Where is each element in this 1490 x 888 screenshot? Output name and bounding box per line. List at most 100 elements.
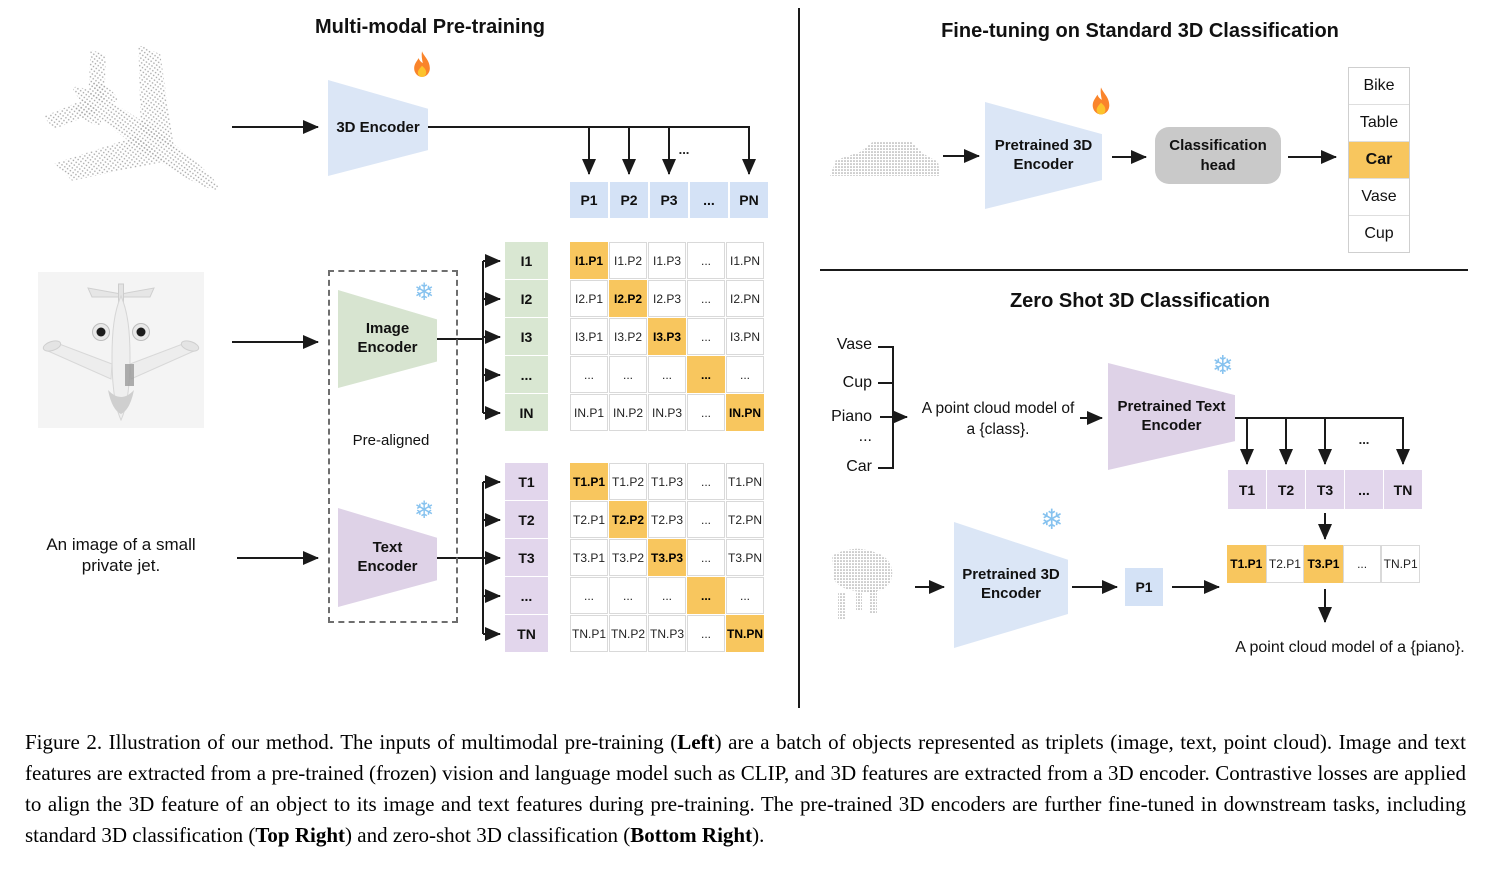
i-feature-cell: I1 bbox=[505, 242, 548, 279]
matrix-cell: IN.P2 bbox=[609, 394, 647, 431]
zero-shot-class-word: ... bbox=[858, 428, 872, 445]
matrix-cell: I3.P2 bbox=[609, 318, 647, 355]
t-feature-cell: T2 bbox=[505, 501, 548, 538]
matrix-cell: ... bbox=[648, 577, 686, 614]
figure-caption: Figure 2. Illustration of our method. Th… bbox=[25, 727, 1466, 851]
matrix-cell: ... bbox=[687, 318, 725, 355]
class-prediction-list: Bike Table Car Vase Cup bbox=[1348, 67, 1410, 253]
similarity-score-row: T1.P1 T2.P1 T3.P1... TN.P1 bbox=[1227, 545, 1420, 583]
i-feature-cell: IN bbox=[505, 394, 548, 431]
classification-head-label: Classification head bbox=[1169, 137, 1267, 174]
matrix-cell: T2.P3 bbox=[648, 501, 686, 538]
matrix-cell: ... bbox=[687, 577, 725, 614]
t-cell: T2 bbox=[1267, 470, 1305, 509]
matrix-cell: ... bbox=[609, 356, 647, 393]
p-cell: P3 bbox=[650, 182, 688, 218]
matrix-cell: T2.P1 bbox=[570, 501, 608, 538]
caption-text: ) are a batch of objects represented as … bbox=[25, 730, 1466, 847]
i-feature-cell: I3 bbox=[505, 318, 548, 355]
matrix-cell: I1.P1 bbox=[570, 242, 608, 279]
matrix-cell: ... bbox=[687, 615, 725, 652]
t-feature-cell: T3 bbox=[505, 539, 548, 576]
matrix-cell: ... bbox=[687, 242, 725, 279]
matrix-cell: TN.P1 bbox=[570, 615, 608, 652]
t-cell: T1 bbox=[1228, 470, 1266, 509]
list-cell: Table bbox=[1349, 105, 1409, 142]
matrix-cell: IN.P1 bbox=[570, 394, 608, 431]
t-cell: ... bbox=[1345, 470, 1383, 509]
matrix-cell: T3.P3 bbox=[648, 539, 686, 576]
zero-shot-class-word: Piano bbox=[831, 408, 872, 425]
matrix-cell: I2.P2 bbox=[609, 280, 647, 317]
fine-tuning-title: Fine-tuning on Standard 3D Classificatio… bbox=[941, 20, 1339, 42]
matrix-cell: ... bbox=[687, 539, 725, 576]
matrix-cell: ... bbox=[687, 280, 725, 317]
classification-head-box: Classification head bbox=[1155, 127, 1281, 184]
matrix-cell: TN.P2 bbox=[609, 615, 647, 652]
matrix-cell: T3.P1 bbox=[570, 539, 608, 576]
pre-aligned-label: Pre-aligned bbox=[352, 432, 430, 449]
text-encoder-label: Text Encoder bbox=[357, 538, 418, 575]
caption-text: ). bbox=[752, 823, 765, 847]
matrix-cell: TN.P3 bbox=[648, 615, 686, 652]
zs-pretrained-3d-encoder-label: Pretrained 3D Encoder bbox=[962, 566, 1060, 602]
matrix-cell: ... bbox=[648, 356, 686, 393]
zero-shot-title: Zero Shot 3D Classification bbox=[1009, 290, 1271, 312]
matrix-cell: ... bbox=[687, 394, 725, 431]
matrix-cell: ... bbox=[1342, 545, 1382, 583]
list-cell: Vase bbox=[1349, 179, 1409, 216]
image-text-prompt: An image of a small private jet. bbox=[46, 535, 196, 575]
t-feature-cell: ... bbox=[505, 577, 548, 614]
left-section-title: Multi-modal Pre-training bbox=[315, 16, 545, 38]
caption-bold-text: Bottom Right bbox=[630, 823, 753, 847]
image-feature-column: I1 I2 I3... IN bbox=[505, 242, 548, 431]
list-cell: Bike bbox=[1349, 68, 1409, 105]
matrix-cell: T3.PN bbox=[726, 539, 764, 576]
pretrained-3d-encoder-label: Pretrained 3D Encoder bbox=[994, 136, 1093, 173]
list-cell: Car bbox=[1349, 142, 1409, 179]
t-cell: TN bbox=[1384, 470, 1422, 509]
car-point-cloud bbox=[830, 141, 940, 176]
matrix-cell: TN.PN bbox=[726, 615, 764, 652]
matrix-cell: I3.P1 bbox=[570, 318, 608, 355]
matrix-cell: I1.PN bbox=[726, 242, 764, 279]
matrix-cell: ... bbox=[726, 577, 764, 614]
zero-shot-class-word: Vase bbox=[836, 336, 872, 353]
piano-point-cloud bbox=[832, 548, 893, 619]
flame-icon bbox=[1092, 87, 1110, 115]
text-feature-row: T1 T2 T3... TN bbox=[1228, 470, 1422, 509]
t-cell: T3 bbox=[1306, 470, 1344, 509]
image-point-similarity-matrix: I1.P1 I1.P2 I1.P3... I1.PN I2.P1 I2.P2 I2.P3..… bbox=[570, 242, 764, 431]
p1-feature-cell: P1 bbox=[1125, 568, 1163, 606]
caption-text: ) and zero-shot 3D classification ( bbox=[345, 823, 631, 847]
matrix-cell: T1.P2 bbox=[609, 463, 647, 500]
matrix-cell: ... bbox=[570, 356, 608, 393]
matrix-cell: ... bbox=[687, 501, 725, 538]
zero-shot-class-word: Cup bbox=[842, 374, 872, 391]
matrix-cell: T3.P1 bbox=[1304, 545, 1343, 583]
p-cell: ... bbox=[690, 182, 728, 218]
matrix-cell: T3.P2 bbox=[609, 539, 647, 576]
matrix-cell: T2.P2 bbox=[609, 501, 647, 538]
matrix-cell: T1.P1 bbox=[1227, 545, 1266, 583]
airplane-point-cloud bbox=[43, 46, 219, 190]
zero-shot-class-words: Vase Cup Piano... Car bbox=[806, 336, 872, 486]
caption-bold-text: Left bbox=[677, 730, 715, 754]
p-feature-row: P1 P2 P3... PN bbox=[570, 182, 768, 218]
matrix-cell: I1.P2 bbox=[609, 242, 647, 279]
class-prompt-text: A point cloud model of a {class}. bbox=[921, 400, 1075, 438]
matrix-cell: ... bbox=[570, 577, 608, 614]
matrix-cell: IN.PN bbox=[726, 394, 764, 431]
pre-aligned-box bbox=[328, 270, 458, 623]
caption-text: Figure 2. Illustration of our method. Th… bbox=[25, 730, 678, 754]
snowflake-icon: ❄ bbox=[414, 496, 435, 524]
matrix-cell: T1.PN bbox=[726, 463, 764, 500]
matrix-cell: I3.P3 bbox=[648, 318, 686, 355]
t-feature-cell: T1 bbox=[505, 463, 548, 500]
text-point-similarity-matrix: T1.P1 T1.P2 T1.P3... T1.PN T2.P1 T2.P2 T2.P3..… bbox=[570, 463, 764, 652]
matrix-cell: I2.PN bbox=[726, 280, 764, 317]
matrix-cell: IN.P3 bbox=[648, 394, 686, 431]
matrix-cell: I2.P1 bbox=[570, 280, 608, 317]
i-feature-cell: I2 bbox=[505, 280, 548, 317]
airplane-image bbox=[38, 272, 204, 428]
